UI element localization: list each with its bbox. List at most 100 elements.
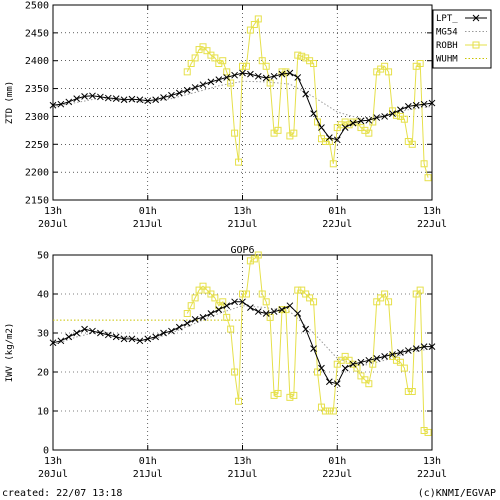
- data-point-square: [191, 54, 199, 62]
- data-point-x: [168, 91, 175, 99]
- data-point-square: [408, 140, 416, 148]
- data-point-square: [353, 364, 361, 372]
- data-point-square: [266, 313, 274, 321]
- x-tick-label-time: 13h: [233, 456, 251, 467]
- data-point-square: [191, 294, 199, 302]
- data-point-x: [89, 92, 96, 100]
- data-point-x: [397, 349, 404, 356]
- data-point-square: [266, 79, 274, 87]
- data-point-x: [215, 76, 223, 84]
- x-tick-label-time: 01h: [328, 206, 346, 217]
- data-point-x: [97, 329, 104, 337]
- data-point-x: [65, 98, 73, 106]
- x-tick-label-time: 13h: [44, 206, 62, 217]
- data-point-square: [242, 62, 250, 70]
- data-point-x: [89, 327, 96, 335]
- data-point-x: [357, 358, 365, 366]
- data-point-x: [49, 339, 57, 347]
- data-point-square: [400, 364, 408, 372]
- data-point-x: [97, 93, 104, 101]
- x-tick-label-date: 21Jul: [133, 219, 163, 230]
- data-point-x: [389, 351, 396, 358]
- data-point-x: [318, 124, 325, 131]
- data-point-square: [211, 294, 219, 302]
- data-point-square: [227, 79, 235, 87]
- data-point-square: [254, 251, 262, 259]
- data-point-square: [219, 298, 227, 306]
- data-point-x: [112, 95, 120, 102]
- legend: LPT_ MG54 ROBH WUHM: [432, 9, 492, 69]
- data-point-x: [215, 306, 223, 313]
- data-point-square: [424, 428, 432, 436]
- data-point-x: [136, 337, 144, 345]
- data-point-square: [239, 290, 246, 298]
- data-point-square: [337, 356, 345, 364]
- data-point-square: [290, 129, 298, 137]
- data-point-x: [57, 100, 65, 108]
- data-point-x: [341, 364, 349, 372]
- data-point-x: [365, 356, 373, 364]
- data-point-x: [199, 314, 207, 321]
- data-point-x: [120, 96, 128, 104]
- data-point-square: [239, 62, 246, 70]
- series-robh: [183, 15, 432, 182]
- data-point-square: [392, 111, 400, 119]
- data-point-square: [302, 290, 310, 298]
- data-point-x: [326, 378, 333, 386]
- data-point-square: [235, 158, 243, 166]
- data-point-x: [207, 310, 215, 317]
- data-point-square: [211, 54, 219, 62]
- y-tick-label: 2450: [25, 28, 49, 39]
- series-mg54: [52, 80, 433, 120]
- data-point-x: [104, 331, 112, 339]
- data-point-square: [377, 294, 385, 302]
- data-point-square: [294, 51, 302, 59]
- data-point-x: [428, 99, 436, 107]
- data-point-square: [310, 298, 318, 306]
- data-point-x: [254, 72, 262, 80]
- y-tick-label: 20: [37, 368, 49, 379]
- data-point-square: [396, 358, 404, 366]
- data-point-x: [223, 302, 231, 310]
- data-point-square: [416, 60, 424, 67]
- x-tick-label-time: 13h: [44, 456, 62, 467]
- data-point-square: [278, 306, 286, 314]
- data-point-x: [333, 136, 341, 144]
- data-point-x: [247, 70, 254, 78]
- data-point-x: [333, 380, 341, 388]
- data-point-x: [49, 101, 57, 109]
- data-point-x: [412, 101, 420, 109]
- data-point-x: [278, 70, 286, 78]
- data-point-x: [310, 345, 317, 352]
- data-point-x: [420, 100, 428, 108]
- data-point-x: [175, 89, 183, 97]
- data-point-square: [215, 302, 223, 310]
- created-timestamp: created: 22/07 13:18: [2, 488, 123, 499]
- series-line: [186, 17, 429, 178]
- data-point-x: [247, 304, 254, 312]
- data-point-x: [73, 329, 81, 337]
- y-tick-label: 50: [37, 251, 49, 262]
- data-point-x: [404, 347, 412, 354]
- data-point-square: [306, 294, 314, 302]
- data-point-x: [81, 93, 88, 100]
- x-tick-label-time: 13h: [423, 206, 441, 217]
- x-tick-label-date: 20Jul: [38, 219, 68, 230]
- data-point-x: [254, 308, 262, 315]
- data-point-square: [341, 352, 349, 360]
- data-point-x: [294, 310, 302, 317]
- data-point-square: [420, 427, 428, 434]
- data-point-square: [361, 376, 369, 384]
- legend-box: [432, 9, 492, 69]
- y-tick-label: 30: [37, 329, 49, 340]
- data-point-x: [302, 325, 310, 333]
- data-point-square: [298, 52, 306, 60]
- data-point-square: [424, 174, 432, 182]
- data-point-square: [392, 356, 400, 364]
- data-point-square: [385, 298, 393, 306]
- x-tick-label-date: 22Jul: [417, 469, 447, 480]
- data-point-x: [81, 325, 88, 333]
- data-point-x: [381, 353, 388, 360]
- data-point-x: [152, 96, 159, 104]
